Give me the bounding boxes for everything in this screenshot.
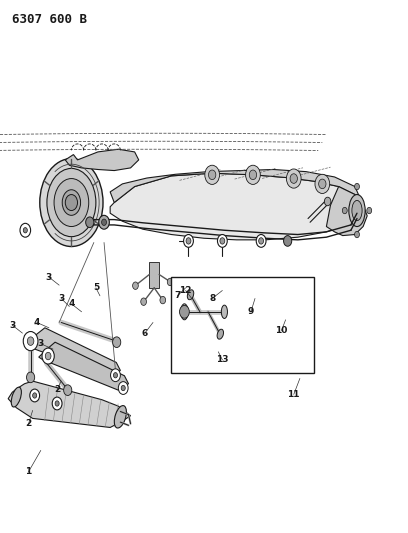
Text: 10: 10 — [275, 326, 288, 335]
Circle shape — [160, 296, 166, 304]
Circle shape — [290, 174, 297, 183]
Ellipse shape — [40, 159, 103, 247]
Circle shape — [324, 197, 331, 206]
Circle shape — [220, 238, 225, 244]
Circle shape — [286, 169, 301, 188]
Circle shape — [246, 165, 260, 184]
Circle shape — [65, 195, 78, 211]
Text: 11: 11 — [288, 390, 300, 399]
Text: 13: 13 — [216, 356, 228, 364]
Circle shape — [102, 219, 106, 225]
Ellipse shape — [62, 190, 80, 215]
Circle shape — [30, 389, 40, 402]
Text: 7: 7 — [174, 292, 181, 300]
Text: 5: 5 — [93, 284, 99, 292]
Circle shape — [217, 235, 227, 247]
Circle shape — [355, 183, 359, 190]
Ellipse shape — [11, 387, 21, 407]
Circle shape — [55, 401, 59, 406]
Circle shape — [256, 235, 266, 247]
Ellipse shape — [352, 200, 362, 221]
Circle shape — [45, 352, 51, 360]
Circle shape — [208, 170, 216, 180]
Text: 6307 600 B: 6307 600 B — [12, 13, 87, 26]
Bar — [171, 277, 314, 373]
Circle shape — [23, 332, 38, 351]
Polygon shape — [149, 262, 159, 288]
Circle shape — [111, 369, 120, 382]
Circle shape — [259, 238, 264, 244]
Text: 12: 12 — [180, 286, 192, 295]
Ellipse shape — [221, 305, 228, 318]
Text: 9: 9 — [248, 308, 254, 316]
Circle shape — [319, 179, 326, 189]
Circle shape — [23, 228, 27, 233]
Polygon shape — [24, 328, 120, 377]
Circle shape — [205, 165, 220, 184]
Circle shape — [27, 337, 34, 345]
Circle shape — [27, 372, 35, 383]
Circle shape — [42, 348, 54, 364]
Circle shape — [133, 282, 138, 289]
Circle shape — [315, 174, 330, 193]
Polygon shape — [110, 173, 363, 240]
Text: 4: 4 — [33, 318, 40, 327]
Text: 3: 3 — [58, 294, 64, 303]
Ellipse shape — [349, 195, 365, 227]
Circle shape — [186, 238, 191, 244]
Ellipse shape — [54, 179, 89, 227]
Text: 4: 4 — [68, 300, 75, 308]
Text: 2: 2 — [54, 385, 60, 393]
Text: 3: 3 — [38, 340, 44, 348]
Circle shape — [249, 170, 257, 180]
Text: 6: 6 — [142, 329, 148, 337]
Circle shape — [167, 278, 173, 286]
Ellipse shape — [114, 406, 126, 428]
Circle shape — [20, 223, 31, 237]
Circle shape — [52, 397, 62, 410]
Polygon shape — [110, 169, 363, 205]
Polygon shape — [39, 342, 129, 390]
Circle shape — [64, 385, 72, 395]
Ellipse shape — [181, 304, 188, 320]
Text: 3: 3 — [9, 321, 16, 329]
Text: 8: 8 — [209, 294, 215, 303]
Ellipse shape — [187, 290, 194, 300]
Text: 2: 2 — [25, 419, 32, 428]
Circle shape — [121, 385, 125, 391]
Circle shape — [342, 207, 347, 214]
Circle shape — [367, 207, 372, 214]
Circle shape — [113, 337, 121, 348]
Polygon shape — [65, 149, 139, 171]
Ellipse shape — [217, 329, 224, 339]
Circle shape — [86, 217, 94, 228]
Ellipse shape — [47, 168, 96, 237]
Circle shape — [184, 235, 193, 247]
Circle shape — [180, 305, 189, 318]
Circle shape — [141, 298, 146, 305]
Circle shape — [284, 236, 292, 246]
Polygon shape — [326, 187, 367, 236]
Text: 1: 1 — [25, 467, 32, 476]
Circle shape — [118, 382, 128, 394]
Circle shape — [113, 373, 118, 378]
Circle shape — [33, 393, 37, 398]
Circle shape — [99, 215, 109, 229]
Polygon shape — [8, 381, 131, 427]
Circle shape — [355, 231, 359, 238]
Text: 3: 3 — [46, 273, 52, 281]
